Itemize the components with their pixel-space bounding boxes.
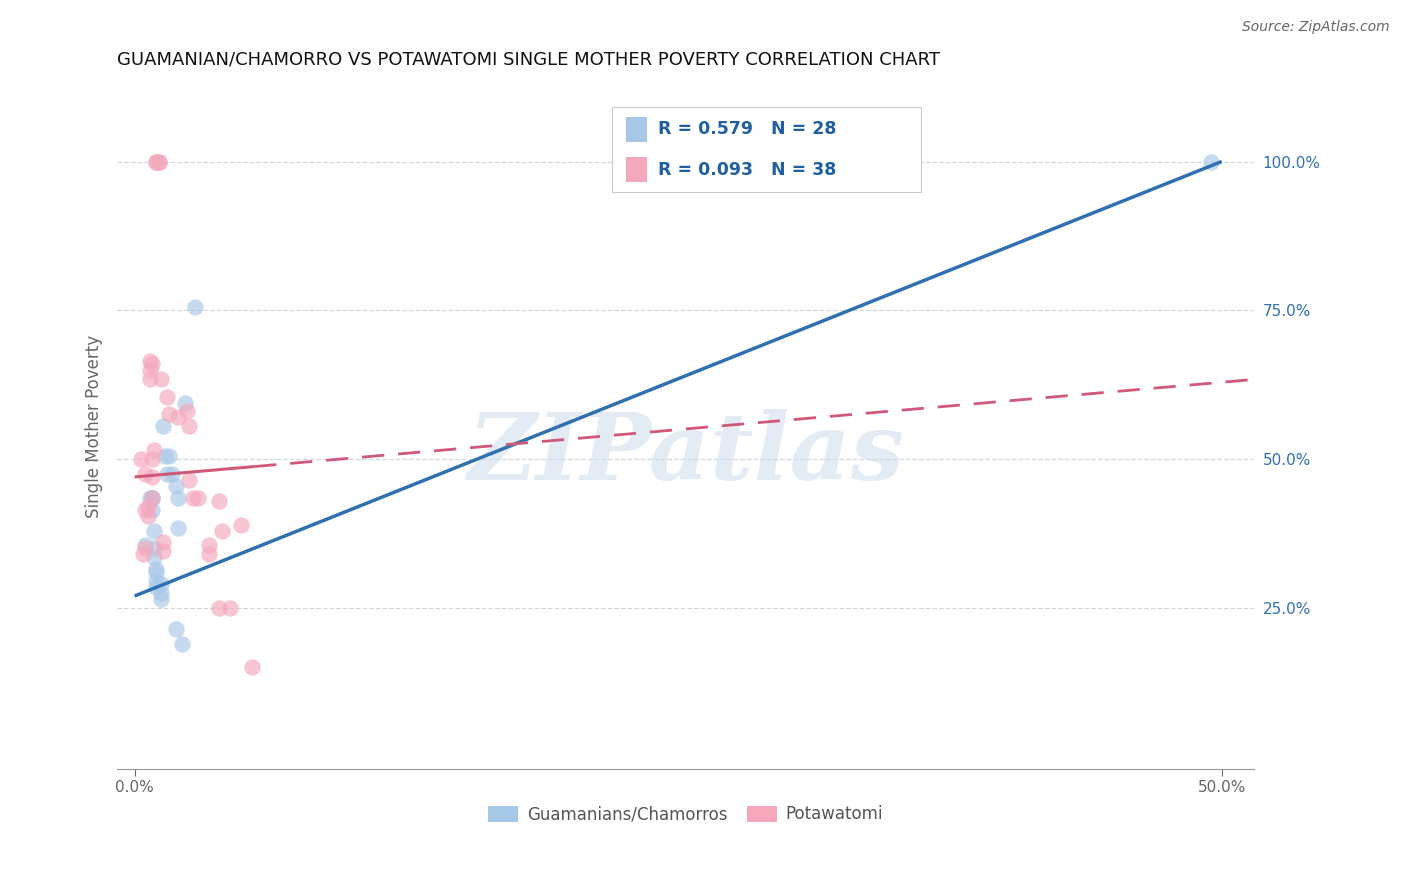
Point [167, 520, 190, 534]
Text: R = 0.093   N = 38: R = 0.093 N = 38 [658, 161, 837, 178]
Legend: Guamanians/Chamorros, Potawatomi: Guamanians/Chamorros, Potawatomi [488, 805, 883, 823]
Y-axis label: Single Mother Poverty: Single Mother Poverty [86, 334, 103, 518]
Point [157, 449, 180, 463]
Point [145, 154, 167, 169]
Text: Source: ZipAtlas.com: Source: ZipAtlas.com [1241, 20, 1389, 34]
Point [156, 390, 179, 404]
Point [143, 541, 166, 556]
Text: ZIPatlas: ZIPatlas [467, 409, 904, 499]
Point [157, 408, 180, 422]
Point [153, 449, 176, 463]
Point [181, 491, 204, 505]
Point [167, 491, 190, 505]
Point [177, 419, 200, 434]
Point [145, 562, 167, 576]
Point [160, 467, 183, 481]
Point [145, 580, 167, 594]
Point [240, 660, 263, 674]
Point [184, 301, 207, 315]
Point [145, 154, 167, 169]
Point [141, 491, 163, 505]
Point [173, 395, 195, 409]
Point [145, 574, 167, 588]
Point [211, 524, 233, 538]
Point [141, 502, 163, 516]
Point [136, 508, 159, 523]
Point [152, 535, 174, 549]
Point [141, 357, 163, 371]
Point [132, 547, 155, 561]
Point [139, 372, 162, 386]
Point [176, 404, 198, 418]
Point [149, 586, 172, 600]
Point [141, 452, 163, 467]
Point [129, 452, 152, 467]
Point [165, 479, 187, 493]
Point [134, 541, 156, 556]
Point [177, 473, 200, 487]
Point [187, 491, 209, 505]
Point [219, 601, 242, 615]
Point [141, 491, 163, 505]
Point [145, 565, 167, 579]
Point [149, 592, 172, 607]
Point [208, 601, 231, 615]
Point [141, 470, 163, 484]
Point [149, 372, 172, 386]
Text: R = 0.579   N = 28: R = 0.579 N = 28 [658, 120, 837, 138]
Point [149, 577, 172, 591]
Point [156, 467, 179, 481]
Point [136, 500, 159, 514]
Point [139, 354, 162, 368]
Point [143, 550, 166, 565]
Point [229, 517, 252, 532]
Point [134, 502, 156, 516]
Point [167, 410, 190, 425]
Point [141, 491, 163, 505]
Point [197, 547, 219, 561]
Point [143, 524, 166, 538]
Point [152, 419, 174, 434]
Point [152, 544, 174, 558]
Point [134, 538, 156, 552]
Point [1199, 154, 1222, 169]
Point [208, 493, 231, 508]
Point [172, 637, 194, 651]
Point [148, 154, 170, 169]
Point [134, 467, 156, 481]
Point [148, 154, 170, 169]
Point [139, 491, 162, 505]
Point [143, 443, 166, 458]
Point [197, 538, 219, 552]
Point [165, 622, 187, 636]
Point [139, 363, 162, 377]
Text: GUAMANIAN/CHAMORRO VS POTAWATOMI SINGLE MOTHER POVERTY CORRELATION CHART: GUAMANIAN/CHAMORRO VS POTAWATOMI SINGLE … [117, 51, 941, 69]
